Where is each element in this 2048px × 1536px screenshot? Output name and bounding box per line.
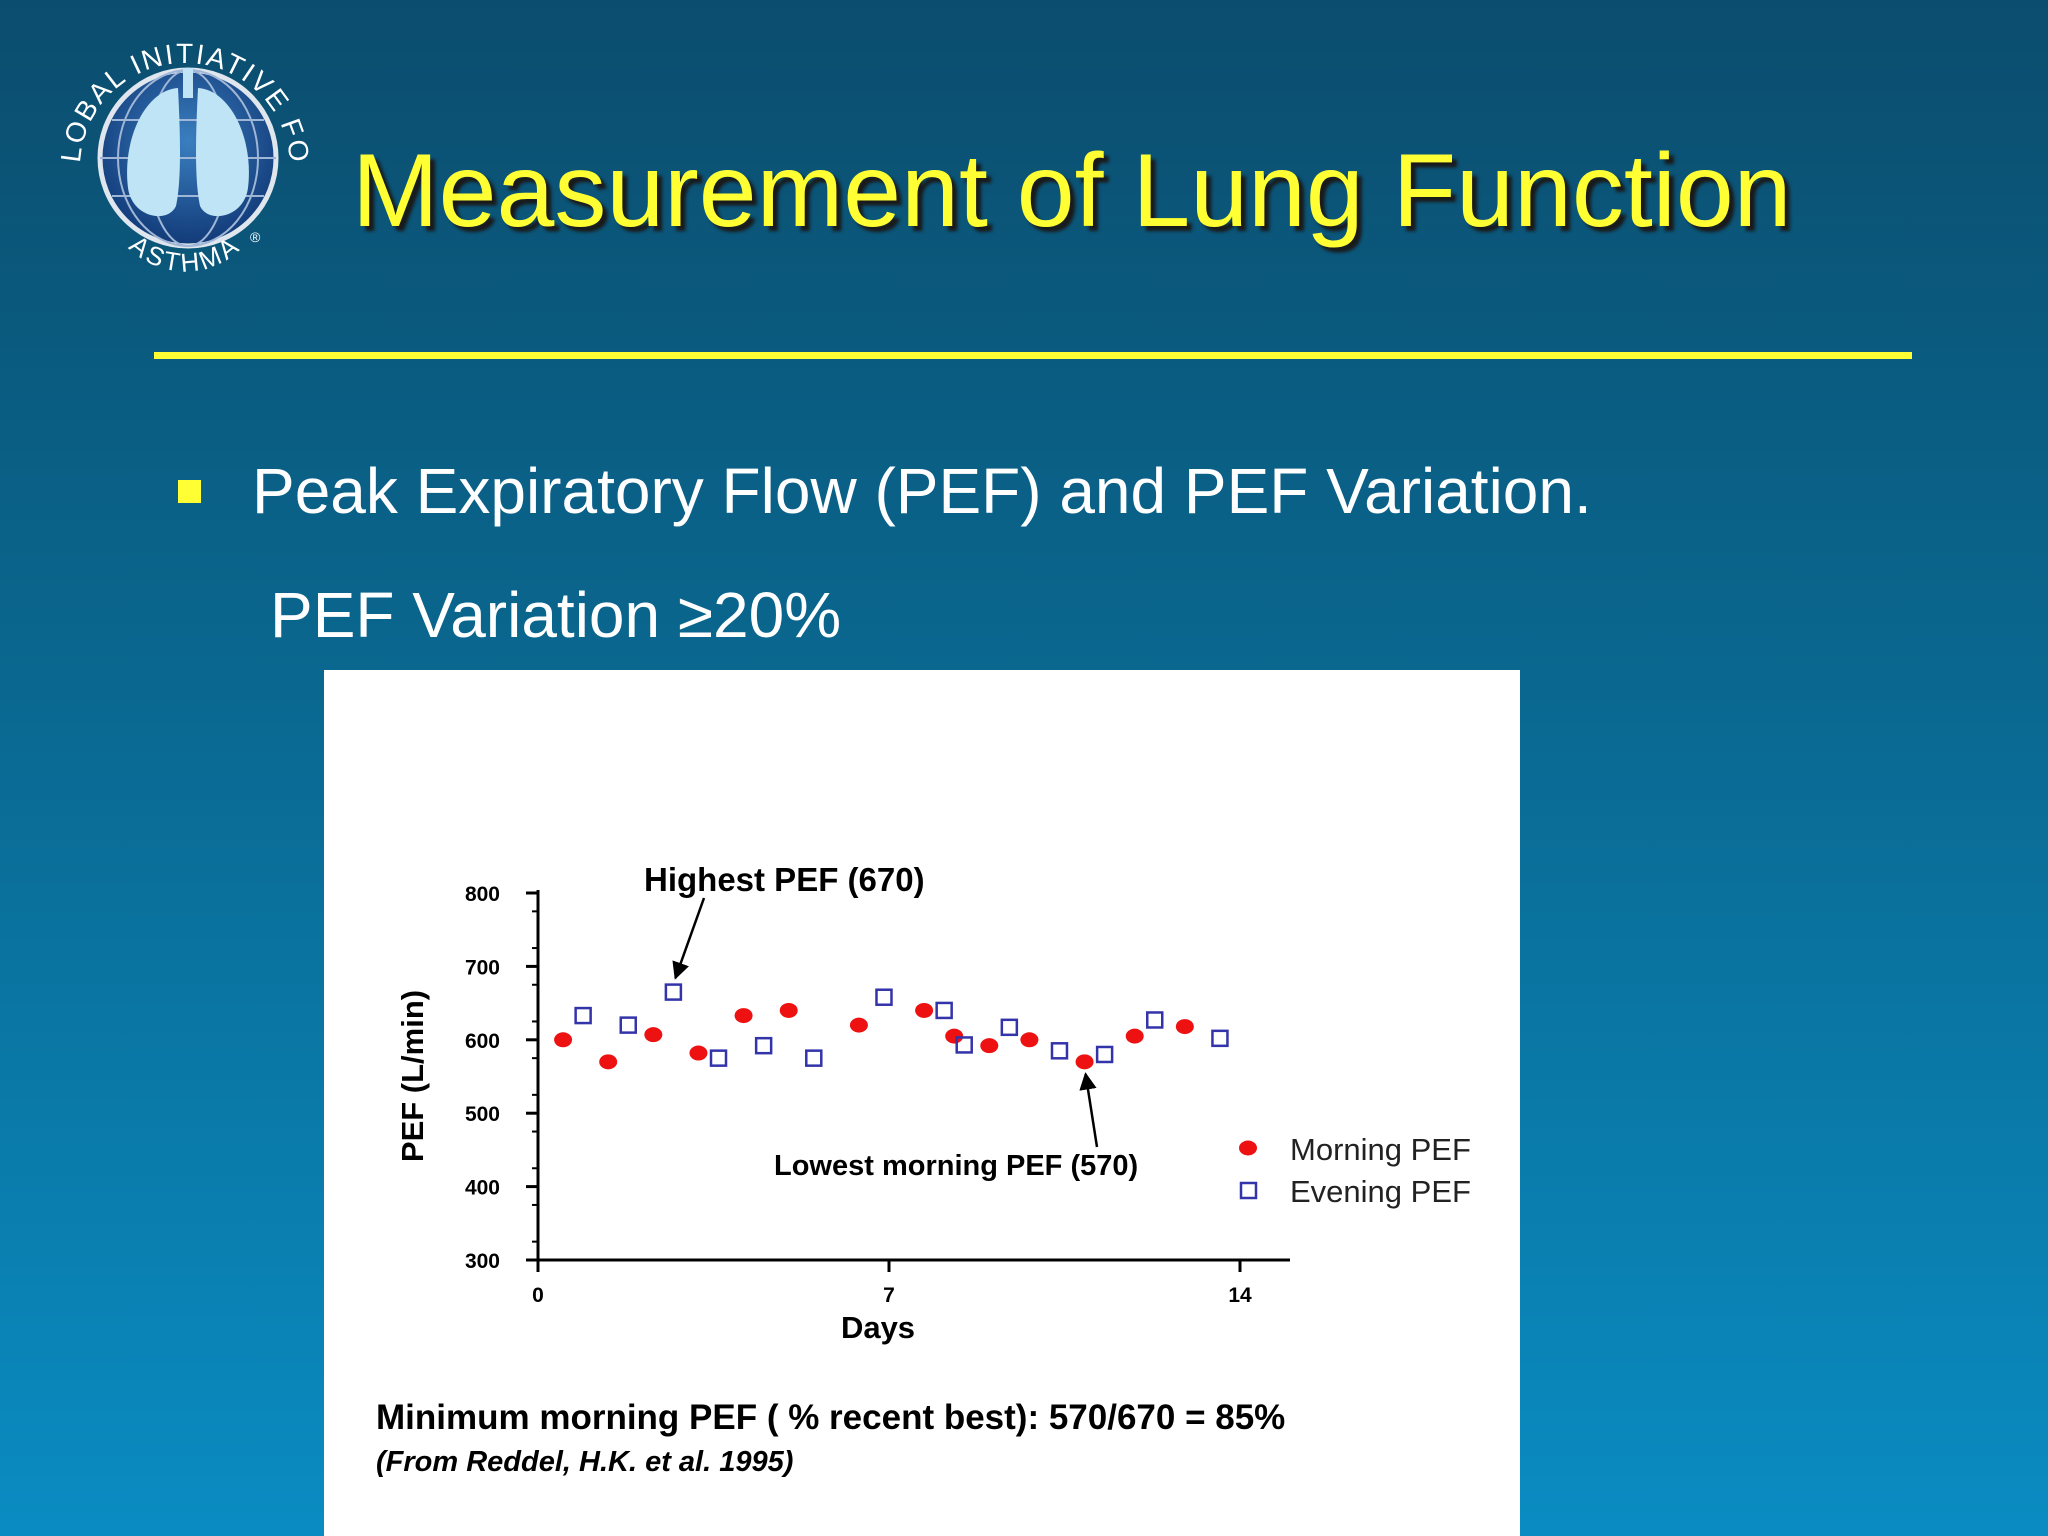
evening-pef-point	[664, 983, 683, 1001]
summary-text: Minimum morning PEF ( % recent best): 57…	[376, 1398, 1286, 1437]
evening-pef-point	[709, 1049, 728, 1067]
chart-panel: 300 400 500 600 700 800 0 7 14 Days PEF (L/min) Hi…	[324, 670, 1520, 1536]
evening-pef-point	[1050, 1042, 1069, 1060]
evening-pef-point	[754, 1036, 773, 1055]
evening-pef-point	[955, 1036, 973, 1054]
x-axis-title: Days	[841, 1310, 915, 1345]
morning-pef-point	[1125, 1028, 1144, 1044]
lungs-globe-icon	[97, 67, 279, 249]
y-tick-label: 300	[465, 1250, 500, 1273]
pef-scatter-chart: 300 400 500 600 700 800 0 7 14 Days PEF (L/min) Hi…	[395, 861, 1471, 1345]
morning-pef-point	[1175, 1019, 1194, 1035]
legend-evening-label: Evening PEF	[1290, 1174, 1471, 1209]
morning-pef-point	[779, 1002, 798, 1018]
citation-text: (From Reddel, H.K. et al. 1995)	[376, 1446, 794, 1478]
evening-pef-point	[875, 988, 893, 1006]
morning-pef-point	[644, 1027, 663, 1043]
morning-pef-point	[915, 1002, 934, 1018]
pef-variation-text: PEF Variation ≥20%	[270, 579, 842, 651]
y-tick-label: 800	[465, 883, 500, 906]
x-tick-label: 0	[532, 1284, 544, 1307]
y-tick-label: 700	[465, 956, 500, 979]
annotation-lowest-pef: Lowest morning PEF (570)	[774, 1150, 1138, 1182]
slide-title: Measurement of Lung Function	[352, 133, 1792, 249]
morning-pef-point	[599, 1054, 618, 1070]
morning-pef-point	[554, 1032, 573, 1048]
morning-pef-point	[689, 1045, 708, 1061]
evening-pef-point	[935, 1001, 953, 1020]
legend-morning-label: Morning PEF	[1290, 1132, 1471, 1167]
evening-pef-point	[619, 1016, 638, 1034]
morning-pef-point	[980, 1038, 999, 1054]
morning-pef-point	[945, 1028, 964, 1044]
evening-pef-point	[805, 1049, 823, 1067]
y-tick-label: 600	[465, 1030, 500, 1053]
evening-pef-point	[574, 1006, 592, 1025]
annotation-arrow-highest	[672, 897, 706, 980]
y-tick-label: 400	[465, 1177, 500, 1200]
morning-pef-point	[849, 1017, 868, 1033]
bullet-square-icon	[178, 480, 201, 503]
annotation-highest-pef: Highest PEF (670)	[644, 861, 925, 898]
gina-logo: GLOBAL INITIATIVE FOR ASTHMA ®	[50, 28, 313, 278]
annotation-arrow-lowest	[1079, 1072, 1099, 1148]
bullet-text: Peak Expiratory Flow (PEF) and PEF Varia…	[252, 455, 1592, 527]
morning-pef-point	[1075, 1054, 1094, 1070]
morning-pef-point	[1020, 1032, 1039, 1048]
registered-mark: ®	[250, 229, 261, 245]
x-tick-label: 14	[1228, 1284, 1252, 1307]
morning-pef-point	[734, 1008, 753, 1024]
evening-pef-point	[1211, 1029, 1229, 1048]
legend-evening-marker	[1239, 1181, 1258, 1200]
evening-pef-point	[1146, 1011, 1164, 1029]
y-tick-label: 500	[465, 1103, 500, 1126]
evening-pef-point	[1095, 1045, 1114, 1064]
legend-morning-marker	[1239, 1140, 1257, 1156]
title-rule	[154, 352, 1912, 359]
x-tick-label: 7	[883, 1284, 895, 1307]
y-axis-title: PEF (L/min)	[395, 990, 430, 1162]
evening-pef-point	[1000, 1018, 1019, 1037]
